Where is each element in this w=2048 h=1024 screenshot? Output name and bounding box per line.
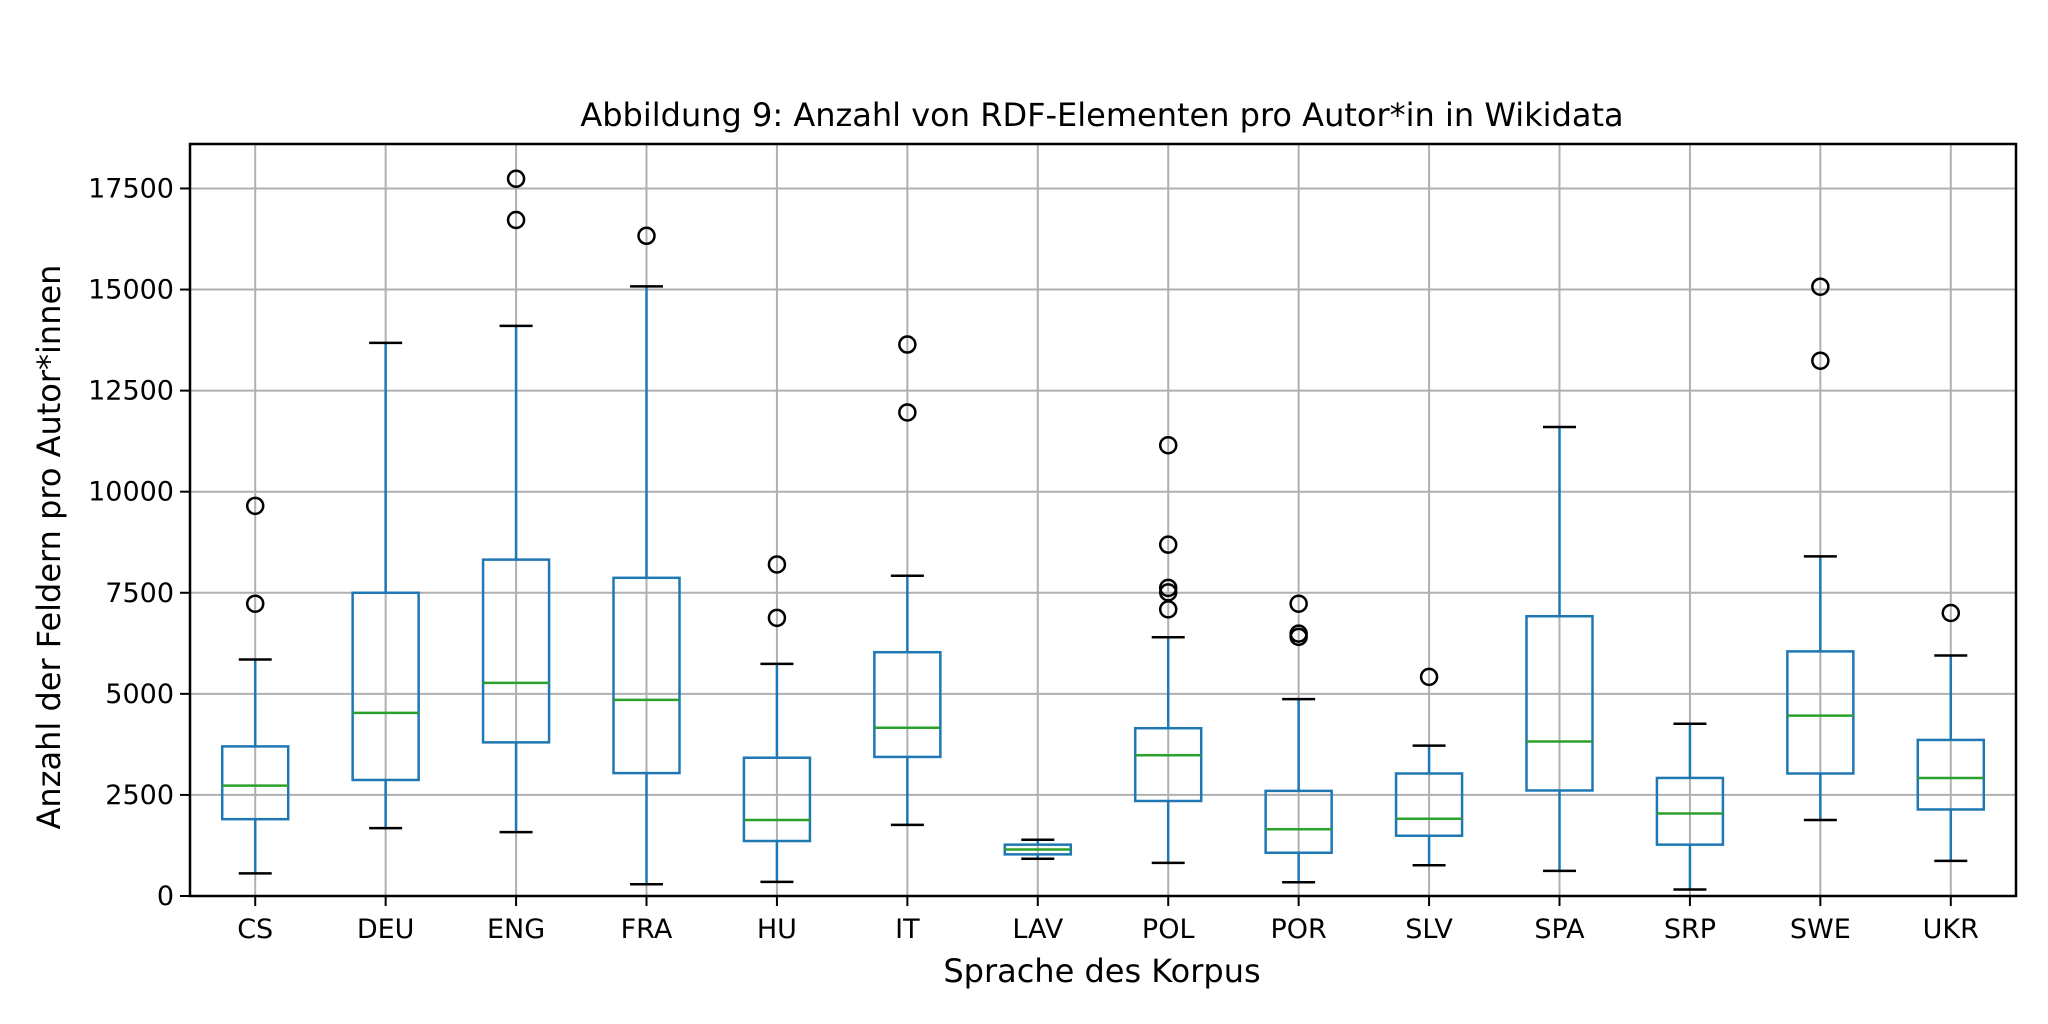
y-tick-label: 2500 — [105, 780, 174, 811]
outlier-point — [1289, 594, 1308, 613]
chart-title: Abbildung 9: Anzahl von RDF-Elementen pr… — [580, 96, 1623, 134]
iqr-box — [1394, 772, 1464, 838]
box-ukr — [1916, 603, 1986, 863]
outlier-point — [1158, 535, 1178, 554]
y-tick-label: 0 — [157, 881, 174, 912]
outlier-point — [1158, 578, 1178, 598]
outlier-point — [506, 169, 526, 189]
x-tick-label: SLV — [1405, 914, 1453, 945]
box-fra — [612, 226, 681, 886]
outlier-point — [898, 403, 917, 422]
x-tick-label: IT — [895, 914, 920, 945]
x-tick-label: UKR — [1923, 914, 1979, 945]
box-deu — [351, 341, 420, 830]
x-tick-label: FRA — [621, 914, 673, 945]
outlier-point — [1158, 435, 1178, 455]
x-tick-label: ENG — [487, 914, 545, 945]
box-spa — [1525, 425, 1594, 873]
box-swe — [1786, 277, 1855, 822]
outlier-point — [1811, 277, 1830, 296]
x-tick-label: CS — [237, 914, 273, 945]
iqr-box — [1264, 789, 1333, 854]
x-tick-label: DEU — [357, 914, 415, 945]
y-tick-label: 15000 — [88, 275, 174, 306]
y-axis-label: Anzahl der Feldern pro Autor*innen — [30, 265, 68, 830]
x-tick-label: POL — [1142, 914, 1195, 945]
outlier-point — [245, 594, 265, 613]
box-slv — [1394, 667, 1464, 867]
iqr-box — [873, 650, 942, 759]
iqr-box — [1786, 650, 1855, 775]
plot-frame — [188, 142, 2018, 898]
x-axis-label: Sprache des Korpus — [943, 952, 1260, 990]
box-lav — [1003, 838, 1073, 861]
iqr-box — [1525, 614, 1594, 792]
box-eng — [481, 169, 551, 834]
outlier-point — [245, 496, 265, 516]
outlier-point — [637, 226, 656, 246]
y-tick-label: 5000 — [105, 679, 174, 710]
x-tick-label: HU — [757, 914, 797, 945]
y-tick-label: 10000 — [88, 477, 174, 508]
box-hu — [742, 555, 812, 884]
x-tick-label: POR — [1270, 914, 1326, 945]
outlier-point — [506, 210, 526, 230]
box-pol — [1133, 435, 1203, 865]
x-tick-label: SPA — [1534, 914, 1585, 945]
iqr-box — [1133, 726, 1203, 803]
iqr-box — [742, 756, 812, 843]
box-srp — [1655, 722, 1725, 891]
outlier-point — [767, 555, 787, 574]
x-tick-label: LAV — [1012, 914, 1063, 945]
axis-layer: 0 2500 5000 7500 10000 12500 15000 17500 CS DEU EN… — [88, 142, 2018, 945]
box-layer — [220, 169, 1986, 891]
outlier-point — [1289, 624, 1308, 643]
box-por — [1264, 594, 1333, 884]
x-tick-label: SWE — [1790, 914, 1851, 945]
y-tick-label: 17500 — [88, 173, 174, 204]
iqr-box — [220, 745, 290, 821]
outlier-point — [1419, 667, 1439, 687]
x-tick-label: SRP — [1664, 914, 1716, 945]
box-cs — [220, 496, 290, 875]
box-it — [873, 335, 942, 827]
y-tick-label: 7500 — [105, 578, 174, 609]
outlier-point — [1941, 603, 1961, 623]
iqr-box — [1655, 776, 1725, 846]
iqr-box — [481, 558, 551, 744]
y-tick-label: 12500 — [88, 376, 174, 407]
outlier-point — [898, 335, 917, 354]
iqr-box — [1916, 738, 1986, 811]
outlier-point — [1811, 351, 1830, 370]
iqr-box — [612, 576, 681, 775]
grid-layer — [190, 144, 2016, 897]
iqr-box — [351, 591, 420, 782]
outlier-point — [767, 608, 787, 628]
